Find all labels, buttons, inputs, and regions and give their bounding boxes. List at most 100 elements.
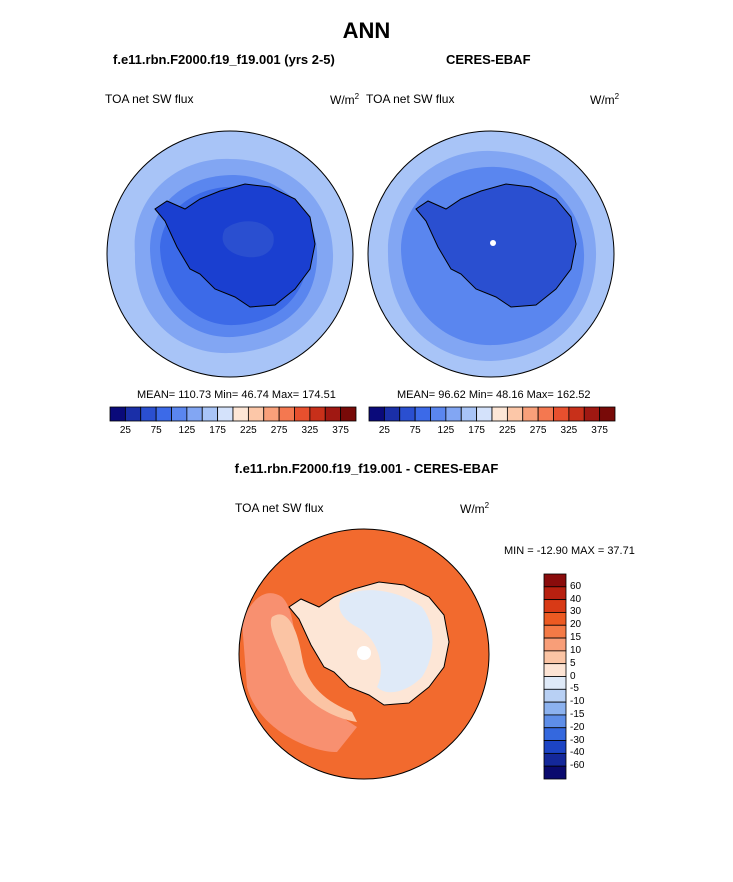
diff-units-label: W/m2 — [460, 501, 490, 516]
plateau-region — [222, 221, 274, 258]
colorbar-swatch — [543, 688, 567, 703]
colorbar-swatch — [124, 406, 142, 422]
colorbar-tick-label: 15 — [570, 632, 582, 644]
colorbar-swatch — [324, 406, 342, 422]
colorbar-swatch — [599, 406, 616, 422]
colorbar-swatch — [278, 406, 295, 422]
colorbar-tick-label: 25 — [119, 425, 131, 436]
colorbar-tick-label: 275 — [270, 425, 288, 436]
colorbar-tick-label: 60 — [570, 580, 582, 592]
colorbar-swatch — [445, 406, 462, 422]
colorbar-tick-label: 325 — [301, 425, 319, 436]
colorbar-swatch — [263, 406, 280, 422]
diff-variable-label: TOA net SW flux — [235, 501, 324, 515]
pole-hole — [357, 646, 371, 660]
colorbar-tick-label: -30 — [570, 734, 585, 746]
colorbar-swatch — [543, 740, 567, 754]
colorbar-swatch — [383, 406, 401, 422]
colorbar-tick-label: 375 — [591, 425, 608, 436]
colorbar-swatch — [543, 765, 567, 780]
colorbar-tick-label: -20 — [570, 721, 585, 733]
colorbar-tick-label: 275 — [529, 425, 547, 436]
right-polar-map — [367, 130, 615, 378]
colorbar-tick-label: 225 — [499, 425, 516, 436]
colorbar-swatch — [368, 406, 385, 422]
colorbar-tick-label: 375 — [332, 425, 349, 436]
colorbar-tick-label: 325 — [560, 425, 578, 436]
colorbar-swatch — [430, 406, 447, 422]
left-units-label: W/m2 — [330, 92, 360, 107]
colorbar-swatch — [476, 406, 493, 422]
colorbar-swatch — [171, 406, 188, 422]
colorbar-tick-label: 25 — [378, 425, 390, 436]
colorbar-swatch — [491, 406, 508, 422]
test-case-title: f.e11.rbn.F2000.f19_f19.001 (yrs 2-5) — [113, 52, 335, 67]
right-colorbar-ticks: 25 75 125 175 225 275 325 375 — [369, 425, 615, 439]
right-units-label: W/m2 — [590, 92, 620, 107]
right-stats: MEAN= 96.62 Min= 48.16 Max= 162.52 — [397, 389, 591, 401]
colorbar-swatch — [140, 406, 157, 422]
colorbar-tick-label: 175 — [209, 425, 226, 436]
colorbar-swatch — [506, 406, 524, 422]
colorbar-swatch — [543, 612, 567, 626]
right-variable-label: TOA net SW flux — [366, 92, 455, 106]
colorbar-swatch — [543, 701, 567, 716]
right-colorbar — [368, 406, 616, 422]
colorbar-swatch — [399, 406, 416, 422]
diff-colorbar-ticks: 60 40 30 20 15 10 5 0 -5 -10 -15 -20 -30 -40 -60 — [570, 574, 610, 779]
difference-title: f.e11.rbn.F2000.f19_f19.001 - CERES-EBAF — [234, 461, 499, 476]
colorbar-tick-label: 5 — [570, 657, 576, 669]
colorbar-swatch — [201, 406, 219, 422]
colorbar-swatch — [340, 406, 357, 422]
left-colorbar — [109, 406, 357, 422]
colorbar-tick-label: -10 — [570, 696, 585, 708]
obs-case-title: CERES-EBAF — [446, 52, 531, 67]
diff-polar-map — [238, 528, 490, 780]
colorbar-tick-label: 20 — [570, 619, 582, 631]
colorbar-tick-label: 10 — [570, 644, 582, 656]
pole-hole — [490, 240, 496, 246]
colorbar-swatch — [543, 727, 567, 741]
colorbar-tick-label: -15 — [570, 708, 585, 720]
colorbar-swatch — [294, 406, 311, 422]
colorbar-swatch — [583, 406, 601, 422]
left-variable-label: TOA net SW flux — [105, 92, 194, 106]
colorbar-tick-label: 225 — [240, 425, 257, 436]
left-stats: MEAN= 110.73 Min= 46.74 Max= 174.51 — [137, 389, 336, 401]
diff-stats: MIN = -12.90 MAX = 37.71 — [504, 545, 635, 557]
colorbar-swatch — [543, 637, 567, 652]
colorbar-swatch — [522, 406, 539, 422]
colorbar-tick-label: 175 — [468, 425, 485, 436]
colorbar-tick-label: 30 — [570, 606, 582, 618]
diff-ice-region — [339, 590, 433, 693]
colorbar-swatch — [155, 406, 172, 422]
colorbar-swatch — [109, 406, 126, 422]
colorbar-swatch — [309, 406, 326, 422]
left-polar-map — [106, 130, 354, 378]
colorbar-tick-label: -40 — [570, 747, 585, 759]
colorbar-swatch — [543, 752, 567, 767]
colorbar-swatch — [537, 406, 554, 422]
colorbar-tick-label: -5 — [570, 683, 579, 695]
colorbar-swatch — [543, 599, 567, 613]
plot-title: ANN — [342, 18, 391, 43]
colorbar-tick-label: -60 — [570, 760, 585, 772]
colorbar-swatch — [553, 406, 570, 422]
colorbar-swatch — [217, 406, 234, 422]
colorbar-tick-label: 0 — [570, 670, 576, 682]
antarctica-outline — [415, 183, 577, 308]
colorbar-tick-label: 75 — [409, 425, 421, 436]
colorbar-swatch — [414, 406, 431, 422]
colorbar-swatch — [460, 406, 478, 422]
colorbar-tick-label: 125 — [437, 425, 455, 436]
colorbar-tick-label: 75 — [150, 425, 162, 436]
colorbar-swatch — [247, 406, 265, 422]
colorbar-swatch — [186, 406, 203, 422]
colorbar-swatch — [543, 663, 567, 677]
colorbar-swatch — [543, 714, 567, 729]
diff-near-region — [270, 614, 357, 722]
colorbar-swatch — [232, 406, 249, 422]
colorbar-swatch — [543, 586, 567, 601]
diff-colorbar — [543, 573, 567, 780]
colorbar-tick-label: 40 — [570, 593, 582, 605]
